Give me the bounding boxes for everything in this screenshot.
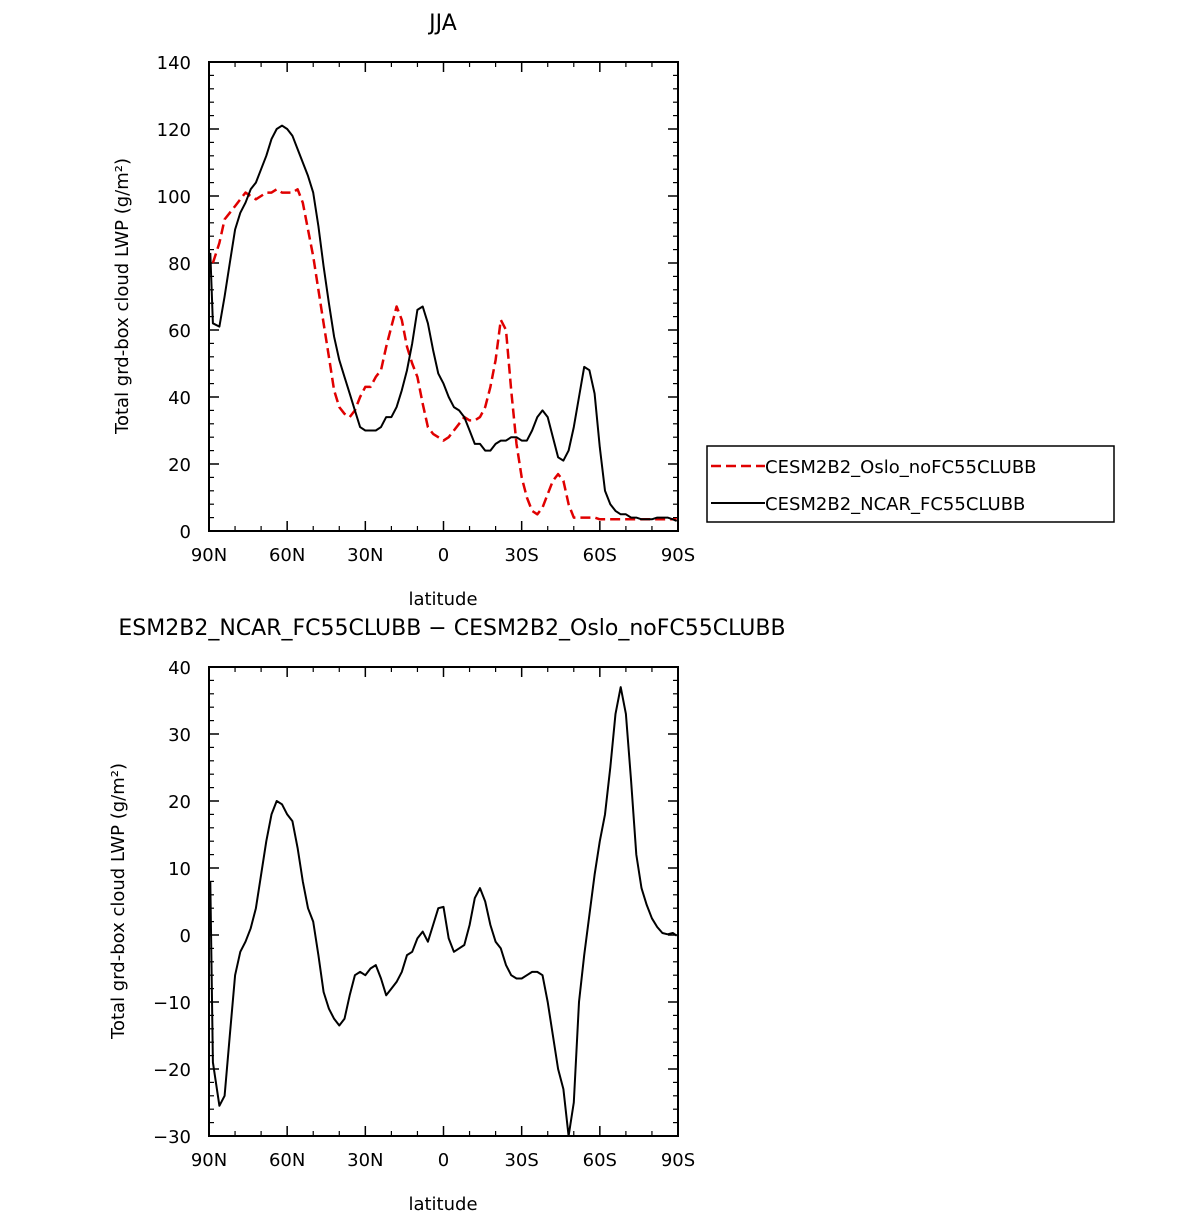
chart-bottom-y-tick-label: 10 (168, 859, 191, 880)
chart-bottom-x-tick-label: 0 (438, 1150, 449, 1171)
chart-top-legend: CESM2B2_Oslo_noFC55CLUBB CESM2B2_NCAR_FC… (706, 445, 1115, 523)
chart-top-series-line-0 (211, 188, 677, 521)
chart-bottom-x-tick-label: 90S (661, 1150, 695, 1171)
chart-bottom-x-tick-label: 30S (504, 1150, 538, 1171)
chart-top-x-tick-label: 30N (347, 545, 383, 566)
chart-bottom-y-tick-label: 40 (168, 658, 191, 679)
chart-bottom-x-tick-label: 60S (583, 1150, 617, 1171)
chart-top-y-tick-label: 20 (168, 455, 191, 476)
chart-bottom-series-line-0 (209, 686, 678, 1137)
legend-label-ncar: CESM2B2_NCAR_FC55CLUBB (765, 494, 1025, 515)
chart-top-ticks: 90N 60N 30N 0 30S 60S 90S 0 20 40 60 80 100 120 140 (157, 53, 696, 566)
chart-bottom-y-tick-label: −30 (153, 1127, 191, 1148)
chart-bottom-x-tick-label: 30N (347, 1150, 383, 1171)
chart-bottom-y-tick-label: −10 (153, 993, 191, 1014)
chart-top-y-tick-label: 0 (180, 522, 191, 543)
chart-top-y-tick-label: 40 (168, 388, 191, 409)
chart-bottom-ticks: 90N 60N 30N 0 30S 60S 90S −30 −20 −10 0 10 20 30 40 (153, 658, 695, 1171)
chart-top-title: JJA (427, 11, 457, 36)
chart-top: JJA 90N 60N 30N 0 30S 60S 90S 0 20 40 60 80 100 120 14… (112, 11, 1115, 610)
chart-bottom-y-tick-label: 0 (180, 926, 191, 947)
chart-bottom-y-tick-label: 20 (168, 792, 191, 813)
chart-top-y-tick-label: 140 (157, 53, 191, 74)
chart-top-y-tick-label: 60 (168, 321, 191, 342)
chart-bottom-y-axis-label: Total grd-box cloud LWP (g/m²) (108, 763, 129, 1040)
chart-bottom-y-tick-label: −20 (153, 1060, 191, 1081)
chart-bottom-y-tick-label: 30 (168, 725, 191, 746)
chart-top-y-tick-label: 100 (157, 187, 191, 208)
chart-top-y-axis-label: Total grd-box cloud LWP (g/m²) (112, 158, 133, 435)
legend-label-oslo: CESM2B2_Oslo_noFC55CLUBB (765, 457, 1037, 478)
chart-top-plot-frame (208, 61, 679, 532)
chart-top-x-tick-label: 60N (269, 545, 305, 566)
chart-top-y-tick-label: 120 (157, 120, 191, 141)
chart-bottom-title: ESM2B2_NCAR_FC55CLUBB − CESM2B2_Oslo_noF… (118, 616, 785, 641)
chart-bottom-x-tick-label: 90N (191, 1150, 227, 1171)
chart-top-x-tick-label: 0 (438, 545, 449, 566)
chart-top-y-tick-label: 80 (168, 254, 191, 275)
chart-top-x-axis-label: latitude (408, 589, 477, 610)
chart-top-series (209, 124, 678, 522)
chart-bottom-x-axis-label: latitude (408, 1194, 477, 1215)
chart-top-x-tick-label: 90S (661, 545, 695, 566)
chart-top-x-tick-label: 60S (583, 545, 617, 566)
chart-bottom-series (209, 686, 678, 1137)
chart-top-series-line-1 (209, 124, 678, 522)
chart-top-x-tick-label: 90N (191, 545, 227, 566)
chart-bottom-plot-frame (208, 666, 679, 1137)
legend-box (706, 445, 1115, 523)
chart-bottom-x-tick-label: 60N (269, 1150, 305, 1171)
chart-bottom: ESM2B2_NCAR_FC55CLUBB − CESM2B2_Oslo_noF… (108, 616, 786, 1215)
chart-top-x-tick-label: 30S (504, 545, 538, 566)
